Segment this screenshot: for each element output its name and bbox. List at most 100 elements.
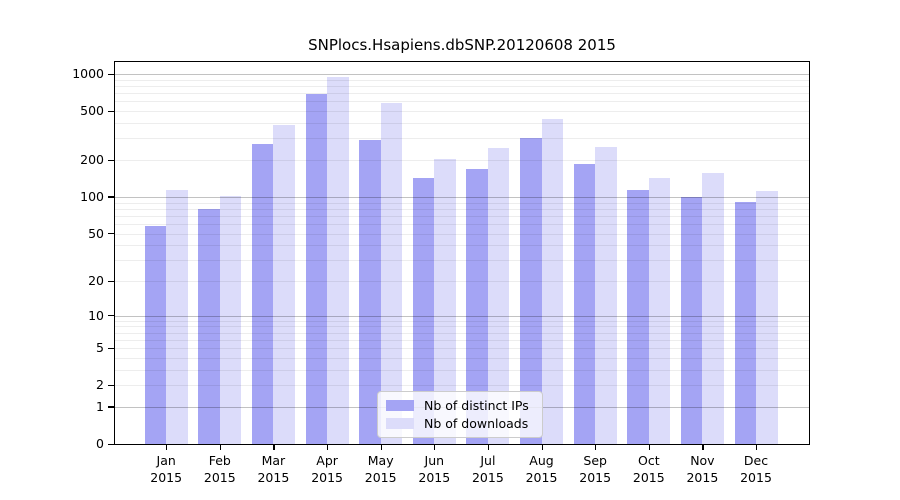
gridline-90 — [115, 202, 809, 204]
x-tick-mark-dec — [756, 444, 758, 450]
gridline-600 — [115, 101, 809, 103]
gridline-100 — [115, 196, 809, 198]
x-tick-mark-aug — [541, 444, 543, 450]
gridline-900 — [115, 79, 809, 81]
x-tick-mark-may — [380, 444, 382, 450]
x-tick-mark-jan — [166, 444, 168, 450]
gridline-400 — [115, 123, 809, 124]
x-tick-label-aug: Aug 2015 — [525, 453, 558, 485]
bar-downloads-oct — [648, 178, 671, 444]
bar-downloads-feb — [219, 195, 242, 444]
y-tick-label-10: 10 — [88, 307, 104, 323]
y-tick-mark-1 — [108, 406, 115, 408]
y-tick-mark-5 — [108, 347, 115, 349]
y-tick-label-0: 0 — [96, 436, 104, 451]
gridline-7 — [115, 332, 809, 334]
y-tick-mark-200 — [108, 159, 115, 161]
x-tick-label-feb: Feb 2015 — [203, 453, 236, 485]
bar-distinct-ips-oct — [627, 189, 649, 444]
bar-distinct-ips-apr — [305, 94, 328, 444]
gridline-6 — [115, 339, 809, 341]
x-tick-mark-mar — [273, 444, 275, 450]
gridline-40 — [115, 245, 809, 247]
bar-downloads-jun — [434, 159, 456, 444]
y-tick-mark-2 — [108, 384, 115, 386]
x-tick-mark-apr — [327, 444, 329, 450]
y-tick-label-20: 20 — [88, 273, 104, 288]
legend-swatch-downloads — [386, 418, 414, 430]
bar-distinct-ips-sep — [573, 163, 596, 444]
y-tick-label-50: 50 — [88, 225, 104, 241]
y-tick-mark-50 — [108, 233, 115, 235]
y-tick-mark-500 — [108, 110, 115, 112]
y-tick-mark-100 — [108, 196, 115, 198]
legend: Nb of distinct IPs Nb of downloads — [377, 391, 543, 438]
x-tick-label-dec: Dec 2015 — [740, 453, 772, 485]
bar-distinct-ips-may — [359, 140, 381, 444]
bar-downloads-jul — [487, 148, 510, 444]
x-tick-label-sep: Sep 2015 — [579, 453, 612, 485]
gridline-3 — [115, 369, 809, 371]
x-tick-mark-sep — [595, 444, 597, 450]
bar-downloads-jan — [166, 190, 188, 444]
gridline-200 — [115, 160, 809, 161]
x-tick-mark-jul — [487, 444, 490, 450]
plot-area — [114, 61, 810, 445]
bar-downloads-apr — [327, 77, 349, 444]
y-tick-mark-10 — [108, 315, 115, 317]
y-tick-label-5: 5 — [96, 340, 104, 356]
y-tick-mark-0 — [108, 443, 115, 445]
x-tick-label-oct: Oct 2015 — [632, 453, 665, 485]
bar-downloads-may — [380, 102, 403, 444]
gridline-800 — [115, 86, 809, 87]
bar-downloads-aug — [541, 119, 563, 444]
gridline-5 — [115, 348, 809, 350]
bar-distinct-ips-aug — [520, 138, 542, 444]
bar-distinct-ips-nov — [680, 196, 703, 444]
y-tick-mark-20 — [108, 280, 115, 282]
y-tick-label-2: 2 — [96, 377, 104, 393]
bar-downloads-dec — [756, 190, 778, 444]
gridline-20 — [115, 281, 809, 282]
x-tick-label-jul: Jul 2015 — [471, 453, 504, 485]
gridline-9 — [115, 320, 809, 322]
bar-downloads-mar — [273, 125, 295, 444]
legend-swatch-distinct-ips — [386, 399, 414, 411]
gridline-80 — [115, 208, 809, 210]
x-tick-mark-feb — [219, 444, 221, 450]
gridline-30 — [115, 260, 809, 262]
x-tick-label-nov: Nov 2015 — [686, 453, 719, 485]
legend-item-downloads: Nb of downloads — [386, 416, 534, 431]
x-tick-label-mar: Mar 2015 — [257, 453, 290, 485]
chart-title: SNPlocs.Hsapiens.dbSNP.20120608 2015 — [308, 36, 616, 54]
bar-distinct-ips-mar — [251, 144, 274, 444]
x-tick-label-jan: Jan 2015 — [150, 453, 183, 485]
gridline-700 — [115, 93, 809, 95]
legend-label-distinct-ips: Nb of distinct IPs — [424, 397, 529, 413]
y-tick-label-500: 500 — [80, 103, 104, 119]
x-tick-mark-jun — [434, 444, 436, 450]
x-tick-label-apr: Apr 2015 — [311, 453, 343, 485]
x-tick-mark-oct — [648, 444, 650, 450]
gridline-50 — [115, 233, 809, 235]
bar-distinct-ips-jul — [466, 169, 488, 444]
gridline-10 — [115, 315, 809, 317]
y-tick-label-1: 1 — [96, 398, 104, 414]
bar-distinct-ips-jan — [144, 225, 167, 444]
y-tick-label-100: 100 — [80, 188, 104, 204]
gridline-500 — [115, 111, 809, 113]
y-tick-label-200: 200 — [80, 152, 104, 167]
x-tick-mark-nov — [702, 444, 704, 450]
gridline-300 — [115, 138, 809, 140]
gridline-1000 — [115, 74, 809, 75]
y-tick-label-1000: 1000 — [72, 66, 104, 81]
bar-downloads-sep — [595, 147, 617, 444]
gridline-60 — [115, 223, 809, 225]
x-tick-label-jun: Jun 2015 — [418, 453, 451, 485]
gridline-2 — [115, 385, 809, 387]
x-tick-label-may: May 2015 — [364, 453, 397, 485]
y-tick-mark-1000 — [108, 73, 115, 75]
bar-distinct-ips-dec — [734, 201, 756, 444]
bar-downloads-nov — [702, 173, 724, 444]
